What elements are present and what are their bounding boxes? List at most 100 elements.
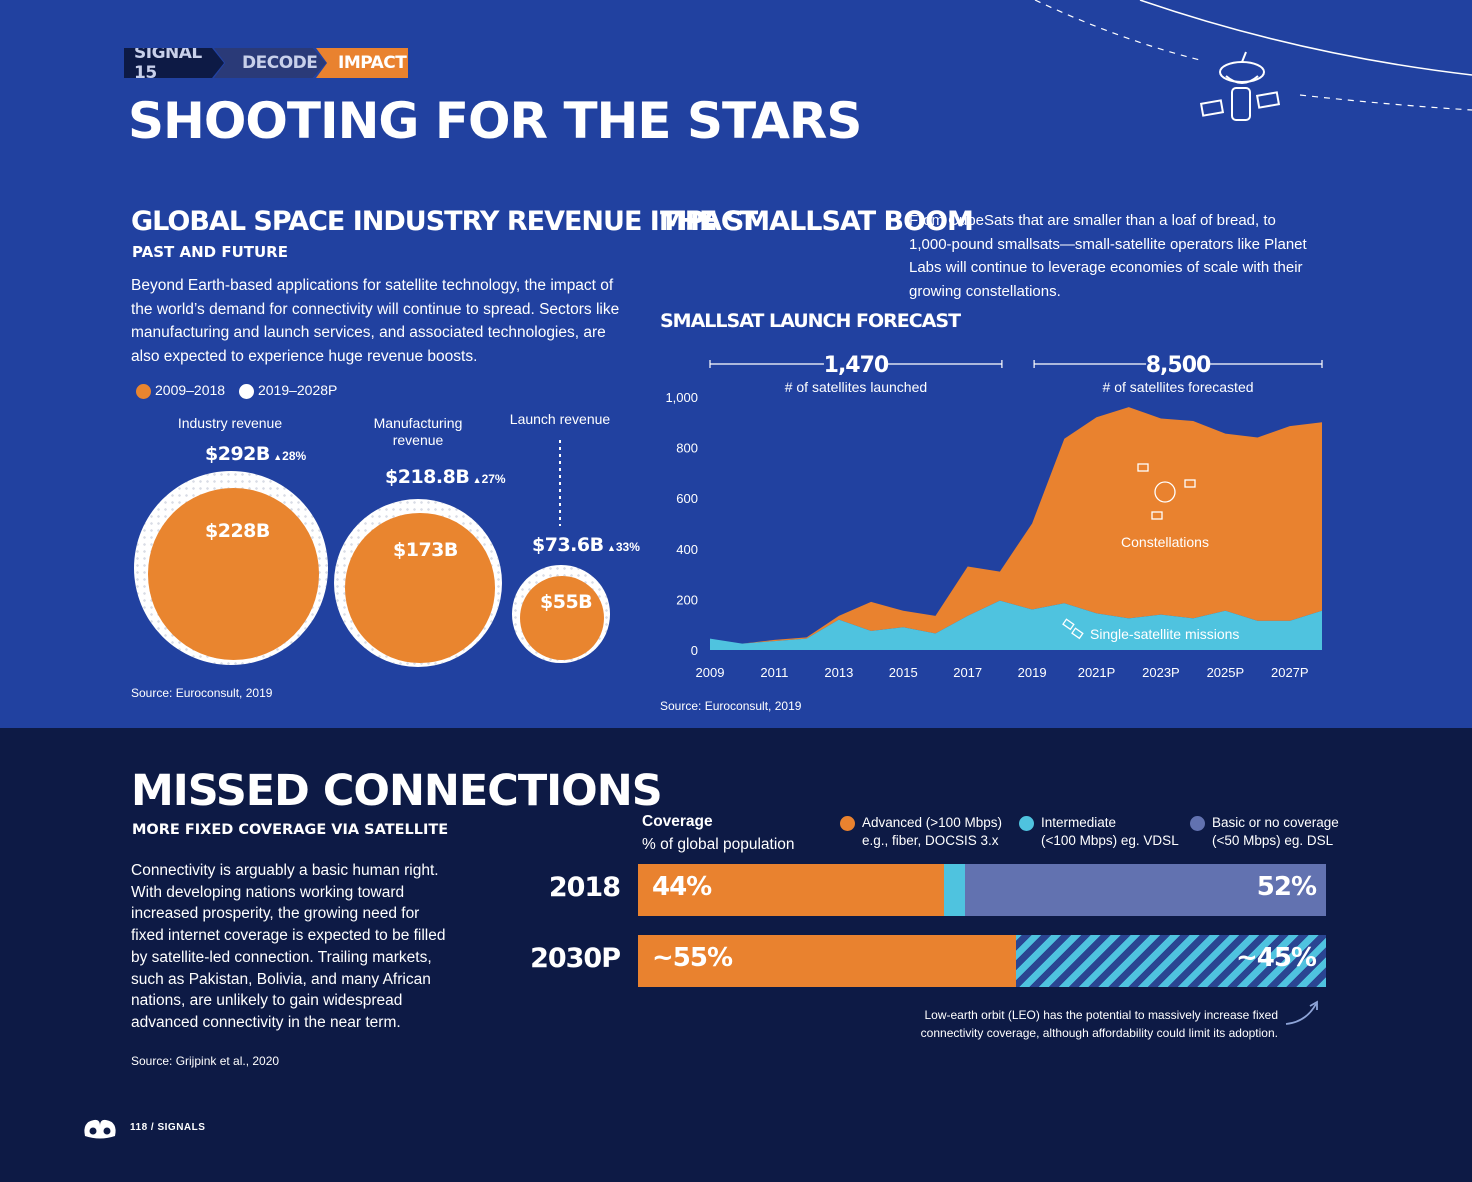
bar-segment-label: 44% (652, 872, 712, 902)
body-line: growing constellations. (909, 282, 1061, 300)
series-label-single: Single-satellite missions (1090, 626, 1239, 642)
footer-separator: / (150, 1122, 155, 1133)
body-line: the world’s demand for connectivity will… (131, 300, 620, 318)
coverage-sublabel: % of global population (642, 836, 795, 853)
legend-label: 2009–2018 (155, 382, 226, 398)
value-label: $73.6B (532, 534, 604, 556)
annotation-label: # of satellites launched (785, 379, 927, 395)
legend-basic: Basic or no coverage (<50 Mbps) eg. DSL (1190, 814, 1339, 850)
body-line: nations, are unlikely to gain widespread (131, 992, 403, 1010)
page-number: 118 (130, 1122, 148, 1133)
single-missions-area (710, 600, 1322, 650)
bubble-inner (345, 513, 495, 663)
growth-label: ▲28% (273, 449, 307, 463)
bottom-panel: MISSED CONNECTIONS MORE FIXED COVERAGE V… (0, 728, 1472, 1182)
value-label: $292B (205, 443, 270, 465)
bubble-inner (520, 575, 605, 660)
growth-label: ▲33% (606, 540, 640, 554)
breadcrumb-label: IMPACT (338, 53, 407, 73)
body-line: also expected to experience huge revenue… (131, 347, 478, 365)
x-tick-label: 2021P (1078, 665, 1116, 680)
legend-sublabel: e.g., fiber, DOCSIS 3.x (862, 833, 999, 848)
missed-subtitle: MORE FIXED COVERAGE VIA SATELLITE (132, 822, 449, 838)
legend-advanced: Advanced (>100 Mbps) e.g., fiber, DOCSIS… (840, 814, 1002, 850)
bubble-inner-value: $173B (393, 539, 458, 561)
body-line: such as Pakistan, Bolivia, and many Afri… (131, 970, 431, 988)
bubble-outer-value: $73.6B ▲33% (532, 534, 640, 556)
missed-title: MISSED CONNECTIONS (131, 766, 663, 816)
publication-name: SIGNALS (157, 1122, 206, 1133)
legend-label: Intermediate (1041, 815, 1117, 830)
bubble-outer-value: $292B ▲28% (205, 443, 306, 465)
bar-segment (638, 864, 944, 916)
x-tick-label: 2017 (953, 665, 982, 680)
y-tick-label: 0 (691, 643, 698, 658)
body-line: by satellite-led connection. Trailing ma… (131, 948, 432, 966)
missed-body: Connectivity is arguably a basic human r… (131, 860, 491, 1034)
x-tick-label: 2025P (1207, 665, 1245, 680)
x-tick-label: 2015 (889, 665, 918, 680)
bubble-category-label: Manufacturing revenue (373, 415, 463, 448)
breadcrumb-signal[interactable]: SIGNAL 15 (124, 48, 224, 78)
legend-swatch (1190, 816, 1205, 831)
bar-segment-label: ~55% (652, 943, 733, 973)
body-line: From CubeSats that are smaller than a lo… (909, 212, 1276, 229)
satellite-icon (1199, 51, 1281, 121)
x-tick-label: 2013 (824, 665, 853, 680)
legend-swatch (136, 383, 151, 399)
bubble-inner (147, 488, 319, 660)
curved-arrow-icon (1285, 1000, 1318, 1025)
note-line: connectivity coverage, although affordab… (920, 1026, 1278, 1040)
revenue-subtitle: PAST AND FUTURE (132, 243, 288, 261)
breadcrumb-label: DECODE (242, 53, 318, 73)
legend-swatch (1019, 816, 1034, 831)
leader-line (559, 440, 561, 526)
range-annotation: 8,500# of satellites forecasted (1033, 353, 1323, 395)
bubble-legend: 2009–2018 2019–2028P (136, 382, 337, 399)
bar-segment-label: 52% (1256, 872, 1317, 902)
legend-swatch (840, 816, 855, 831)
top-panel: SIGNAL 15 DECODE IMPACT SHOOTING FOR THE… (0, 0, 1472, 728)
annotation-value: 8,500 (1146, 353, 1211, 378)
y-tick-label: 600 (676, 491, 698, 506)
annotation-value: 1,470 (824, 353, 889, 378)
revenue-body: Beyond Earth-based applications for sate… (131, 274, 631, 368)
legend-label: Basic or no coverage (1212, 815, 1339, 830)
legend-sublabel: (<100 Mbps) eg. VDSL (1041, 833, 1179, 848)
satellite-small-icon (1062, 618, 1084, 640)
page-title: SHOOTING FOR THE STARS (128, 92, 862, 150)
bar-segment (943, 864, 965, 916)
body-line: Beyond Earth-based applications for sate… (131, 277, 614, 294)
bar-year-label: 2018 (548, 872, 621, 903)
breadcrumb-decode[interactable]: DECODE (214, 48, 326, 78)
range-annotation: 1,470# of satellites launched (709, 353, 1003, 395)
body-line: Connectivity is arguably a basic human r… (131, 862, 439, 879)
series-label-constellations: Constellations (1121, 534, 1209, 550)
y-tick-label: 400 (676, 542, 698, 557)
x-tick-label: 2019 (1018, 665, 1047, 680)
y-tick-label: 1,000 (665, 390, 698, 405)
body-line: fixed internet coverage is expected to b… (131, 927, 446, 945)
breadcrumb-impact[interactable]: IMPACT (316, 48, 408, 78)
body-line: advanced connectivity in the near term. (131, 1013, 401, 1031)
body-line: increased prosperity, the growing need f… (131, 905, 420, 923)
bubble-outer-value: $218.8B ▲27% (385, 466, 506, 488)
legend-label: Advanced (>100 Mbps) (862, 815, 1002, 830)
footer: 118 / SIGNALS (130, 1122, 205, 1133)
constellation-icon (1137, 463, 1196, 520)
y-tick-label: 800 (676, 441, 698, 456)
legend-sublabel: (<50 Mbps) eg. DSL (1212, 833, 1334, 848)
smallsat-source: Source: Euroconsult, 2019 (660, 699, 802, 713)
revenue-source: Source: Euroconsult, 2019 (131, 686, 273, 700)
bar-segment (638, 935, 1017, 987)
revenue-title: GLOBAL SPACE INDUSTRY REVENUE IMPACT (131, 206, 758, 237)
bubble-category-label: Launch revenue (509, 411, 611, 427)
bubble-category-label: Industry revenue (177, 415, 283, 431)
bar-row: ~55% ~45% (638, 935, 1326, 987)
missed-source: Source: Grijpink et al., 2020 (131, 1054, 280, 1068)
chart-title: SMALLSAT LAUNCH FORECAST (660, 310, 961, 332)
legend-swatch (238, 383, 254, 399)
note-line: Low-earth orbit (LEO) has the potential … (924, 1008, 1278, 1022)
annotation-label: # of satellites forecasted (1103, 379, 1254, 395)
smallsat-body: From CubeSats that are smaller than a lo… (909, 209, 1349, 303)
